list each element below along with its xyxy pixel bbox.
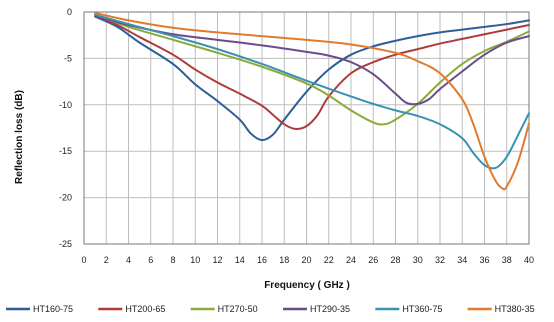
legend-label: HT200-65	[125, 304, 165, 314]
legend-item: HT290-35	[283, 304, 350, 314]
y-tick-labels: 0 -5 -10 -15 -20 -25	[59, 7, 72, 249]
x-tick-label: 20	[301, 255, 311, 265]
x-tick-label: 26	[368, 255, 378, 265]
x-tick-label: 22	[324, 255, 334, 265]
y-axis-title: Reflection loss (dB)	[14, 90, 25, 184]
x-tick-label: 36	[479, 255, 489, 265]
x-tick-label: 16	[257, 255, 267, 265]
x-tick-label: 18	[279, 255, 289, 265]
x-tick-label: 2	[104, 255, 109, 265]
y-tick-label: -20	[59, 193, 72, 203]
legend-item: HT360-75	[375, 304, 442, 314]
x-tick-label: 32	[435, 255, 445, 265]
x-tick-label: 24	[346, 255, 356, 265]
legend-label: HT360-75	[402, 304, 442, 314]
x-tick-label: 34	[457, 255, 467, 265]
x-tick-label: 6	[148, 255, 153, 265]
x-tick-label: 14	[235, 255, 245, 265]
legend: HT160-75 HT200-65 HT270-50 HT290-35 HT360-75…	[6, 304, 535, 314]
x-tick-label: 38	[502, 255, 512, 265]
x-tick-label: 28	[390, 255, 400, 265]
grid	[84, 12, 529, 244]
y-tick-label: -5	[64, 53, 72, 63]
y-tick-label: 0	[67, 7, 72, 17]
y-tick-label: -15	[59, 146, 72, 156]
series-lines	[95, 13, 529, 189]
legend-label: HT270-50	[218, 304, 258, 314]
legend-label: HT380-35	[495, 304, 535, 314]
y-tick-label: -10	[59, 100, 72, 110]
legend-item: HT200-65	[98, 304, 165, 314]
legend-label: HT290-35	[310, 304, 350, 314]
legend-label: HT160-75	[33, 304, 73, 314]
x-tick-label: 30	[413, 255, 423, 265]
x-tick-label: 10	[190, 255, 200, 265]
x-tick-label: 40	[524, 255, 534, 265]
legend-item: HT160-75	[6, 304, 73, 314]
legend-item: HT270-50	[191, 304, 258, 314]
x-axis-title: Frequency ( GHz )	[264, 280, 350, 291]
x-tick-label: 0	[81, 255, 86, 265]
y-tick-label: -25	[59, 239, 72, 249]
x-tick-labels: 0 2 4 6 8 10 12 14 16 18 20 22 24 26 28 30 32 34 36 38 40	[81, 255, 534, 265]
x-tick-label: 12	[212, 255, 222, 265]
x-tick-label: 4	[126, 255, 131, 265]
x-tick-label: 8	[170, 255, 175, 265]
legend-item: HT380-35	[468, 304, 535, 314]
